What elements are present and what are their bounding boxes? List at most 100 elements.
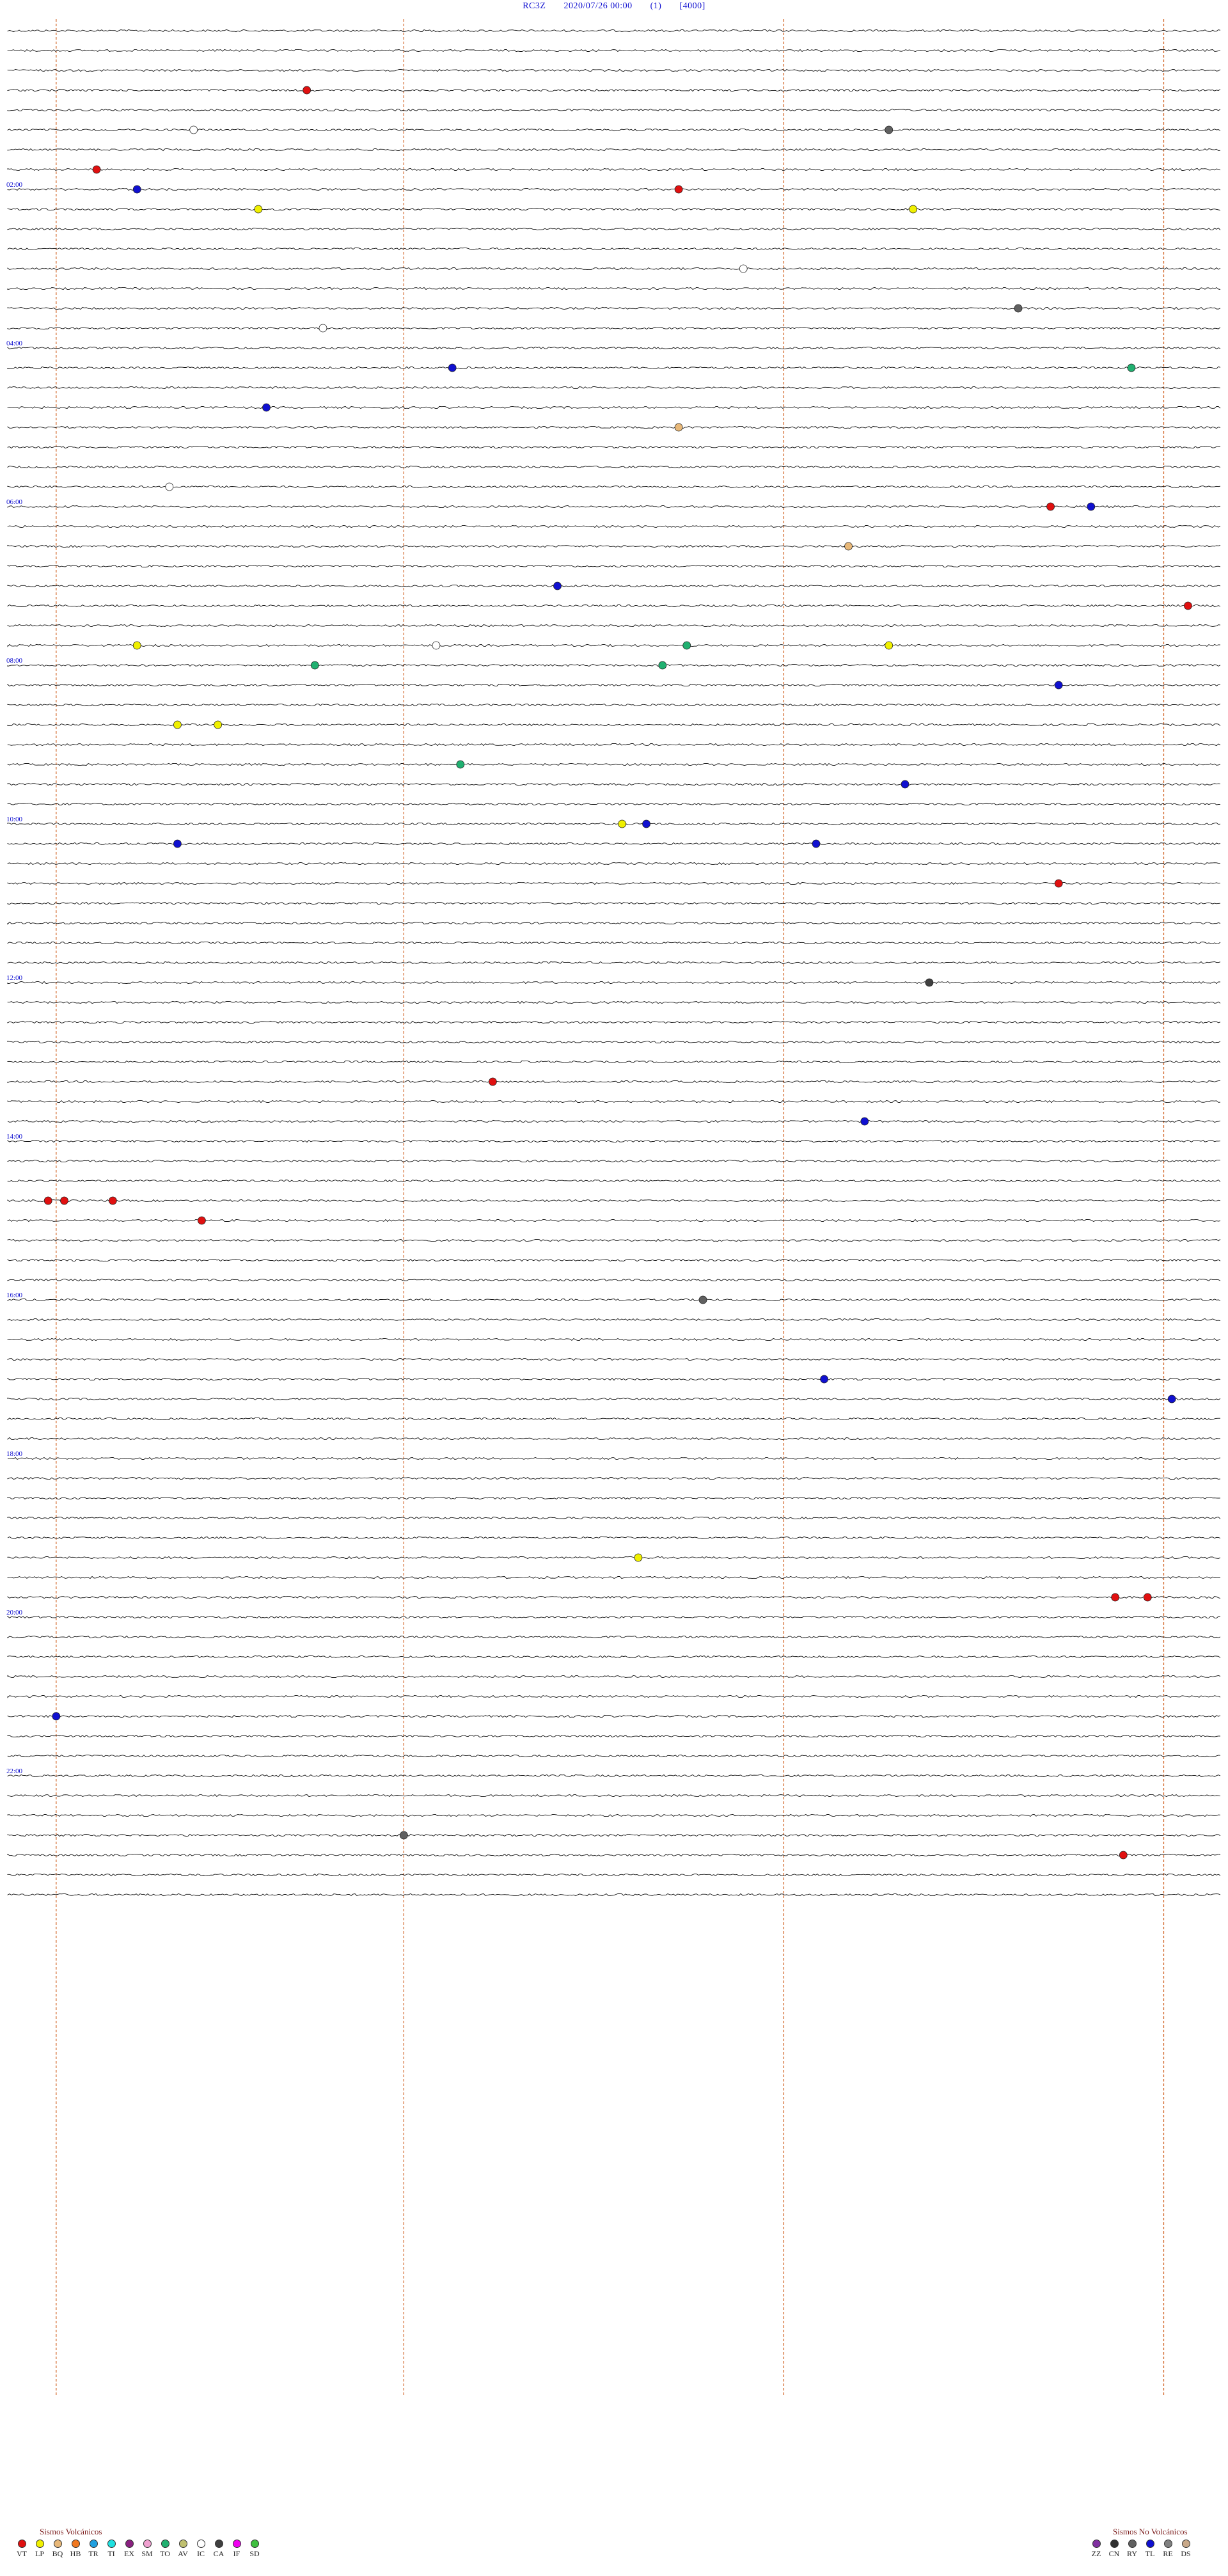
station-code: RC3Z [523,1,546,11]
legend-label: CN [1108,2549,1120,2558]
legend-swatch [89,2540,98,2548]
event-marker-to [1127,363,1136,372]
legend-item-hb: HB [67,2540,84,2559]
legend-label: CA [213,2549,224,2558]
seismic-trace [7,1100,1221,1103]
legend-item-ex: EX [120,2540,138,2559]
event-marker-to [658,661,667,670]
seismic-trace [7,1754,1221,1758]
seismic-trace [7,941,1221,945]
seismic-trace [7,1000,1221,1004]
event-marker-to [456,760,465,769]
event-marker-ry [698,1295,707,1304]
seismic-trace [7,1298,1221,1302]
seismic-trace [7,763,1221,766]
seismic-trace [7,1437,1221,1441]
seismic-trace [7,1853,1221,1857]
seismic-trace [7,1615,1221,1619]
seismic-trace [7,148,1221,152]
seismic-trace [7,981,1221,984]
legend-item-sd: SD [246,2540,264,2559]
seismic-trace [7,1833,1221,1837]
seismic-trace [7,802,1221,806]
seismic-trace [7,1695,1221,1698]
legend-label: TO [160,2549,170,2558]
legend-label: RY [1126,2549,1137,2558]
event-marker-lp [618,819,627,828]
seismic-trace [7,346,1221,350]
event-marker-ry [885,125,893,134]
event-marker-tl [1054,681,1063,690]
legend-swatch [17,2540,26,2548]
event-marker-tl [262,403,271,412]
seismic-trace [7,386,1221,390]
seismic-trace [7,683,1221,687]
seismic-trace [7,1080,1221,1084]
seismic-trace [7,168,1221,171]
seismic-trace [7,1357,1221,1361]
legend-volcanic: Sismos Volcánicos VT LP BQ HB TR TI EX SM TO AV IC… [13,2527,264,2559]
event-marker-tl [860,1117,869,1126]
seismic-trace [7,1516,1221,1520]
legend-label: SD [249,2549,260,2558]
event-marker-vt [1046,502,1055,511]
event-marker-lp [214,720,223,729]
legend-nonvolcanic: Sismos No Volcánicos ZZ CN RY TL RE DS [1087,2527,1195,2559]
seismic-trace [7,128,1221,132]
legend-item-re: RE [1159,2540,1177,2559]
seismic-trace [7,1020,1221,1024]
seismic-trace [7,822,1221,826]
seismic-trace [7,1873,1221,1877]
seismic-trace [7,465,1221,469]
event-marker-to [682,641,691,650]
legend-swatch [53,2540,62,2548]
seismic-trace [7,644,1221,647]
seismic-trace [7,326,1221,330]
seismic-trace [7,1813,1221,1817]
seismic-trace [7,1179,1221,1183]
event-marker-vt [1054,879,1063,888]
legend-label: EX [124,2549,134,2558]
legend-swatch [1110,2540,1119,2548]
event-marker-bq [674,423,683,432]
legend-item-tl: TL [1141,2540,1159,2559]
seismic-trace [7,1536,1221,1540]
event-marker-ic [165,482,174,491]
legend-label: AV [178,2549,188,2558]
legend-swatch [1092,2540,1101,2548]
seismic-trace [7,1556,1221,1560]
seismic-trace [7,207,1221,211]
legend-label: RE [1163,2549,1173,2558]
legend-swatch [71,2540,80,2548]
seismic-trace [7,267,1221,271]
legend-label: IF [233,2549,240,2558]
event-marker-tl [820,1375,829,1384]
record-datetime: 2020/07/26 00:00 [563,1,633,11]
seismic-trace [7,227,1221,231]
seismic-trace [7,604,1221,608]
legend-swatch [232,2540,241,2548]
seismic-trace [7,425,1221,429]
event-marker-lp [885,641,893,650]
seismic-trace [7,445,1221,449]
seismic-trace [7,901,1221,905]
event-marker-vt [60,1196,68,1205]
trace-time-label: 20:00 [6,1609,23,1616]
event-marker-vt [303,86,311,95]
event-marker-tl [132,185,141,194]
legend-swatch [178,2540,187,2548]
event-marker-tl [642,819,650,828]
trace-time-label: 12:00 [6,974,23,982]
legend-label: ZZ [1091,2549,1101,2558]
legend-item-av: AV [174,2540,192,2559]
legend-label: SM [141,2549,153,2558]
seismic-trace [7,1476,1221,1480]
event-marker-vt [1111,1593,1120,1602]
seismic-trace [7,1278,1221,1282]
legend-swatch [107,2540,116,2548]
event-marker-lp [254,205,263,214]
event-marker-vt [92,165,101,174]
legend-item-zz: ZZ [1087,2540,1105,2559]
legend-swatch [161,2540,169,2548]
